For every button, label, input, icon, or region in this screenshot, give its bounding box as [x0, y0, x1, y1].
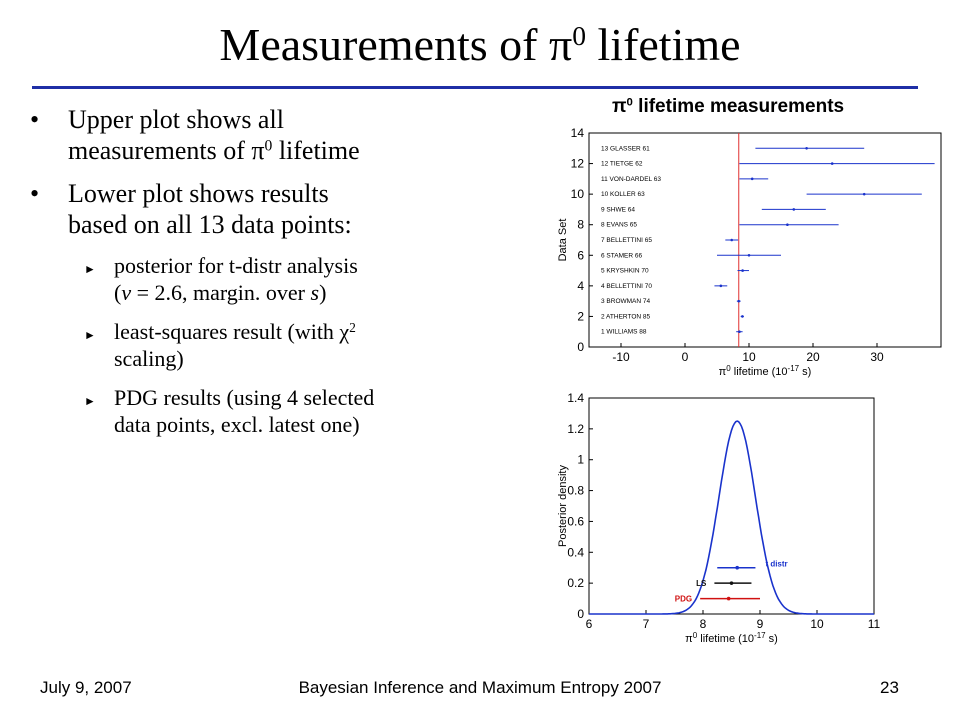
bullet-item: • Upper plot shows all measurements of π…	[30, 105, 360, 165]
y-tick-label: 1	[577, 453, 584, 467]
data-set-label: 12 TIETGE 62	[601, 161, 643, 168]
footer-date: July 9, 2007	[40, 678, 132, 697]
data-set-label: 11 VON-DARDEL 63	[601, 176, 661, 183]
data-point	[737, 299, 741, 303]
y-tick-label: 6	[577, 248, 584, 262]
data-set-label: 4 BELLETTINI 70	[601, 283, 652, 290]
y-tick-label: 2	[577, 309, 584, 323]
y-tick-label: 0.6	[567, 514, 584, 528]
x-tick-label: 30	[870, 350, 884, 364]
y-tick-label: 10	[571, 187, 585, 201]
data-set-label: 13 GLASSER 61	[601, 145, 650, 152]
data-point	[750, 177, 754, 181]
y-tick-label: 0.8	[567, 484, 584, 498]
x-tick-label: 8	[700, 617, 707, 631]
data-set-label: 1 WILLIAMS 88	[601, 329, 647, 336]
data-point	[786, 223, 789, 227]
data-point	[805, 146, 808, 150]
footer-page-number: 23	[880, 678, 899, 697]
interval-label: LS	[696, 579, 707, 588]
sub-bullet-item: ► posterior for t-distr analysis (ν = 2.…	[84, 253, 358, 305]
sub-bullet-item: ► least-squares result (with χ2 scaling)	[84, 319, 356, 371]
bullet-list: • Upper plot shows all measurements of π…	[30, 104, 470, 450]
bullet-item: • Lower plot shows results based on all …	[30, 179, 352, 239]
interval-center	[726, 596, 731, 601]
data-point	[747, 253, 751, 257]
y-tick-label: 12	[571, 157, 585, 171]
y-tick-label: 4	[577, 279, 584, 293]
x-tick-label: 20	[806, 350, 820, 364]
data-set-label: 5 KRYSHKIN 70	[601, 268, 649, 275]
y-tick-label: 1.2	[567, 422, 584, 436]
y-axis-label: Data Set	[557, 219, 569, 262]
interval-center	[729, 581, 734, 585]
y-tick-label: 8	[577, 218, 584, 232]
data-set-label: 8 EVANS 65	[601, 222, 637, 229]
y-axis-label: Posterior density	[557, 465, 569, 547]
data-point	[741, 269, 744, 272]
x-tick-label: 7	[643, 617, 650, 631]
title-divider	[32, 86, 918, 89]
y-tick-label: 0	[577, 340, 584, 354]
x-tick-label: 0	[682, 350, 689, 364]
data-set-label: 2 ATHERTON 85	[601, 313, 651, 320]
data-point	[719, 284, 723, 288]
y-tick-label: 14	[571, 126, 585, 140]
x-tick-label: 10	[742, 350, 756, 364]
triangle-bullet-icon: ►	[84, 262, 96, 276]
posterior-density-curve	[589, 420, 874, 615]
data-point	[738, 330, 741, 334]
data-set-label: 7 BELLETTINI 65	[601, 237, 652, 244]
footer-conference: Bayesian Inference and Maximum Entropy 2…	[298, 678, 662, 697]
data-set-label: 9 SHWE 64	[601, 206, 635, 213]
data-point	[730, 238, 734, 242]
x-tick-label: 10	[810, 617, 824, 631]
data-point	[741, 315, 744, 318]
y-tick-label: 1.4	[567, 391, 584, 405]
lower-plot-frame	[588, 397, 875, 615]
data-point	[830, 162, 834, 165]
upper-plot-title: π0 lifetime measurements	[612, 96, 845, 117]
data-set-label: 6 STAMER 66	[601, 252, 642, 259]
y-tick-label: 0.2	[567, 576, 584, 590]
slide-title: Measurements of π0 lifetime	[219, 19, 741, 70]
data-set-label: 10 KOLLER 63	[601, 191, 645, 198]
data-set-label: 3 BROWMAN 74	[601, 298, 651, 305]
x-tick-label: 11	[868, 617, 881, 631]
sub-bullet-item: ► PDG results (using 4 selected data poi…	[84, 385, 375, 437]
data-point	[862, 192, 866, 196]
triangle-bullet-icon: ►	[84, 328, 96, 342]
y-tick-label: 0	[577, 607, 584, 621]
x-tick-label: -10	[612, 350, 630, 364]
y-tick-label: 0.4	[567, 545, 584, 559]
x-axis-label: π0 lifetime (10-17 s)	[719, 364, 812, 379]
interval-center	[735, 565, 739, 570]
upper-plot-frame	[588, 132, 942, 348]
x-tick-label: 9	[757, 617, 764, 631]
interval-label: t distr	[765, 560, 787, 569]
data-point	[792, 208, 796, 211]
x-tick-label: 6	[586, 617, 593, 631]
x-axis-label: π0 lifetime (10-17 s)	[685, 631, 778, 646]
triangle-bullet-icon: ►	[84, 394, 96, 408]
interval-label: PDG	[675, 595, 692, 604]
